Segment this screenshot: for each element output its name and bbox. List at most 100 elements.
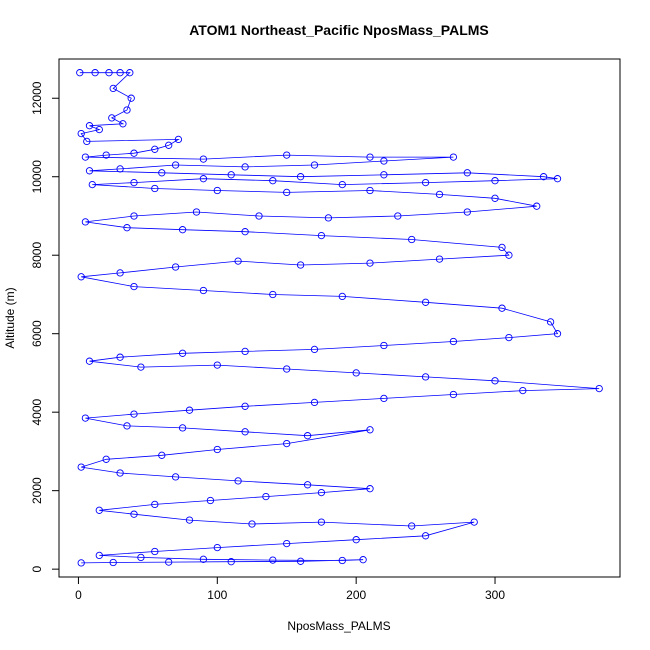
data-point	[81, 414, 90, 422]
data-point	[470, 518, 478, 526]
data-point	[519, 386, 527, 395]
data-point	[102, 151, 110, 159]
data-point	[505, 333, 513, 342]
data-point	[435, 190, 444, 199]
data-point	[130, 178, 138, 187]
data-point	[77, 273, 85, 281]
data-point	[165, 141, 173, 149]
data-point	[95, 551, 103, 560]
data-point	[116, 469, 124, 477]
data-point	[317, 488, 326, 497]
data-point	[137, 553, 145, 562]
data-point	[491, 177, 499, 185]
data-point	[77, 463, 85, 471]
data-point	[449, 337, 458, 346]
data-point	[269, 556, 277, 564]
data-point	[449, 390, 458, 399]
data-point	[178, 349, 187, 357]
data-point	[352, 369, 360, 377]
data-point	[227, 558, 235, 566]
series-path	[79, 72, 600, 564]
data-point	[108, 114, 116, 122]
data-point	[95, 506, 103, 514]
data-point	[421, 178, 430, 187]
data-point	[262, 492, 270, 501]
data-point	[171, 263, 180, 271]
data-point	[553, 175, 562, 183]
data-point	[151, 145, 159, 153]
data-point	[241, 428, 249, 436]
data-point	[95, 125, 103, 134]
data-point	[126, 69, 134, 77]
data-point	[185, 406, 194, 414]
data-point	[192, 208, 201, 216]
data-point	[213, 186, 221, 195]
data-point	[338, 180, 346, 189]
data-point	[105, 69, 113, 77]
data-point	[310, 345, 319, 354]
data-point	[130, 510, 138, 518]
data-point	[505, 251, 513, 259]
data-point	[213, 543, 221, 552]
x-axis: 0 100 200 300	[75, 576, 505, 602]
data-point	[123, 224, 131, 232]
data-point	[151, 547, 159, 556]
data-point	[130, 410, 138, 418]
data-point	[81, 153, 90, 161]
data-point	[213, 361, 221, 369]
data-point	[199, 155, 208, 163]
data-point	[283, 151, 291, 159]
data-point	[88, 180, 96, 189]
data-point	[317, 231, 326, 240]
data-point	[185, 516, 194, 524]
data-point	[171, 161, 180, 169]
x-axis-label: NposMass_PALMS	[287, 619, 390, 633]
data-point	[310, 398, 319, 407]
data-point	[533, 202, 541, 210]
data-point	[296, 261, 305, 269]
data-point	[127, 94, 135, 102]
data-point	[151, 500, 159, 509]
data-point	[137, 363, 145, 371]
data-point	[77, 129, 85, 138]
data-point	[352, 536, 360, 544]
data-point	[171, 473, 180, 481]
data-point	[283, 439, 291, 448]
data-point	[366, 186, 374, 195]
data-point	[123, 422, 131, 430]
data-point	[178, 226, 187, 234]
data-point	[109, 558, 117, 567]
data-point	[296, 173, 305, 181]
data-point	[380, 341, 388, 350]
data-point	[408, 235, 416, 244]
data-point	[116, 269, 124, 277]
data-point	[366, 259, 374, 267]
data-point	[234, 477, 242, 485]
y-axis: 0 2000 4000 6000 8000 10000 12000	[30, 81, 60, 572]
data-point	[241, 347, 249, 356]
data-point	[85, 357, 94, 365]
data-point	[130, 282, 138, 291]
data-point	[463, 169, 471, 177]
data-point	[85, 122, 94, 130]
data-point	[81, 218, 90, 226]
y-tick-label: 2000	[30, 477, 44, 504]
data-point	[463, 208, 471, 216]
data-point	[491, 377, 499, 385]
data-point	[498, 304, 506, 312]
y-tick-label: 4000	[30, 399, 44, 426]
data-point	[421, 532, 430, 540]
data-point	[241, 402, 249, 410]
data-point	[366, 426, 374, 434]
data-point	[85, 167, 94, 175]
data-point	[435, 255, 444, 263]
y-tick-label: 10000	[30, 160, 44, 194]
data-point	[269, 290, 277, 299]
data-point	[83, 137, 91, 146]
data-point	[91, 69, 99, 77]
data-point	[130, 212, 138, 220]
x-tick-label: 200	[346, 588, 366, 602]
data-point	[394, 212, 402, 220]
data-point	[248, 520, 256, 528]
